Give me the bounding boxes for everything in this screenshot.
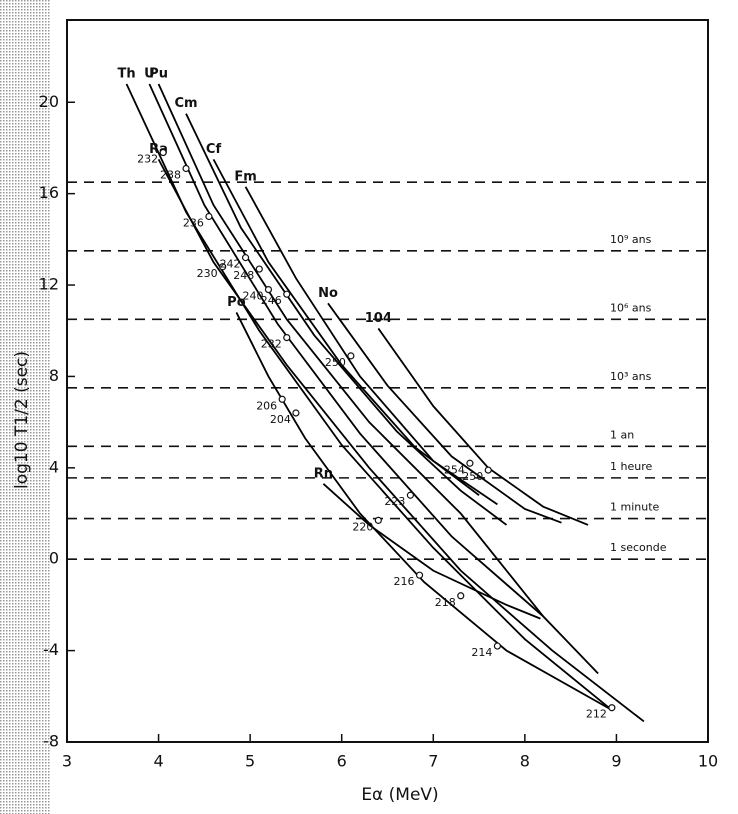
y-tick-label: -4: [43, 640, 59, 659]
series-label: 104: [365, 311, 392, 326]
x-tick-label: 8: [520, 752, 530, 771]
isotope-point: [159, 148, 167, 157]
isotope-point: [457, 592, 465, 600]
curve: [185, 113, 508, 526]
reference-label: 1 an: [610, 428, 634, 441]
isotope-point: [493, 642, 501, 650]
reference-label: 10⁶ ans: [610, 301, 652, 314]
series-label: Po: [227, 295, 246, 310]
isotope-label: 223: [384, 495, 405, 508]
isotope-label: 230: [197, 267, 218, 280]
isotope-label: 236: [183, 216, 204, 229]
isotope-point: [374, 516, 382, 524]
isotope-label: 246: [261, 294, 282, 307]
curve: [157, 83, 544, 617]
curve: [327, 302, 562, 524]
series-label: Pu: [149, 66, 168, 81]
isotope-label: 218: [435, 596, 456, 609]
series-label: Cf: [206, 142, 222, 157]
y-tick-label: -8: [43, 732, 59, 751]
isotope-point: [466, 459, 474, 467]
series-label: Fm: [234, 169, 256, 184]
reference-label: 1 seconde: [610, 541, 667, 554]
isotope-label: 232: [137, 153, 158, 166]
isotope-point: [278, 395, 286, 403]
isotope-point: [219, 263, 227, 271]
x-tick-label: 9: [611, 752, 621, 771]
curve: [157, 158, 645, 723]
isotope-label: 206: [256, 399, 277, 412]
reference-label: 1 minute: [610, 501, 660, 514]
y-axis-title: log10 T1/2 (sec): [12, 351, 32, 489]
reference-label: 10³ ans: [610, 370, 652, 383]
isotope-label: 216: [394, 575, 415, 588]
isotope-point: [283, 290, 291, 298]
x-tick-label: 10: [698, 752, 718, 771]
isotope-point: [255, 265, 263, 273]
reference-label: 10⁹ ans: [610, 233, 652, 246]
isotope-point: [292, 409, 300, 417]
isotope-point: [241, 254, 250, 262]
curve: [322, 483, 541, 620]
y-tick-label: 20: [39, 92, 59, 111]
isotope-label: 232: [261, 338, 282, 351]
isotope-label: 248: [233, 269, 254, 282]
isotope-point: [264, 286, 273, 294]
series-label: Cm: [174, 96, 197, 111]
isotope-point: [205, 212, 213, 221]
x-tick-label: 3: [62, 752, 72, 771]
isotope-label: 250: [462, 470, 483, 483]
isotope-label: 254: [444, 463, 465, 476]
curve: [244, 186, 498, 506]
reference-label: 1 heure: [610, 460, 652, 473]
isotope-label: 238: [160, 169, 181, 182]
x-tick-label: 7: [428, 752, 438, 771]
series-label: Th: [117, 66, 135, 81]
isotope-point: [406, 491, 414, 499]
x-tick-label: 5: [245, 752, 255, 771]
isotope-point: [283, 333, 291, 342]
isotope-label: 242: [220, 258, 241, 271]
series-label: U: [144, 66, 155, 81]
x-axis-title: Eα (MeV): [361, 785, 438, 805]
isotope-label: 240: [242, 290, 263, 303]
isotope-label: 204: [270, 413, 291, 426]
curve: [148, 83, 599, 675]
series-label: No: [318, 286, 338, 301]
isotope-point: [347, 352, 355, 360]
isotope-label: 250: [325, 356, 346, 369]
scan-edge: [0, 0, 50, 814]
isotope-label: 220: [352, 520, 373, 533]
isotope-label: 212: [586, 708, 607, 721]
plot-frame: [66, 19, 709, 743]
isotope-point: [484, 466, 492, 474]
y-tick-label: 0: [49, 549, 59, 568]
isotope-point: [608, 704, 616, 712]
isotope-point: [415, 571, 424, 579]
isotope-point: [182, 164, 190, 173]
curve: [235, 312, 613, 711]
y-tick-label: 4: [49, 457, 59, 476]
y-tick-label: 8: [49, 366, 59, 385]
x-tick-label: 4: [153, 752, 163, 771]
y-tick-label: 12: [39, 275, 59, 294]
x-tick-label: 6: [337, 752, 347, 771]
isotope-label: 214: [471, 646, 492, 659]
y-tick-label: 16: [39, 183, 59, 202]
